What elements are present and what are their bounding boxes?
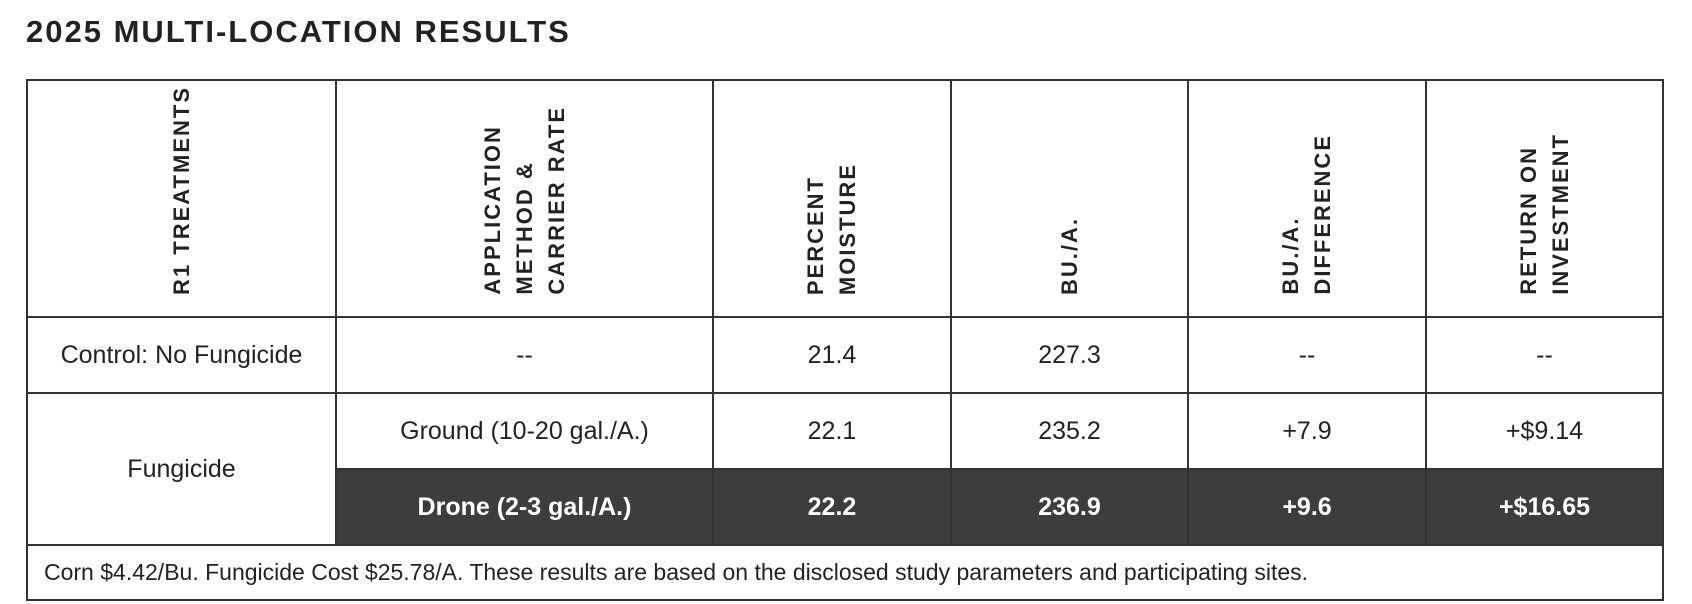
table-cell: +$9.14 bbox=[1425, 392, 1664, 470]
header-line: METHOD & bbox=[511, 161, 537, 295]
header-line: INVESTMENT bbox=[1547, 133, 1573, 295]
table-cell: 235.2 bbox=[950, 392, 1189, 470]
table-cell: +$16.65 bbox=[1425, 468, 1664, 546]
header-line: BU./A. bbox=[1056, 217, 1082, 295]
header-line: PERCENT bbox=[803, 175, 828, 295]
column-header: PERCENT MOISTURE bbox=[712, 79, 952, 318]
header-line: RETURN ON bbox=[1515, 146, 1541, 295]
table-cell: Control: No Fungicide bbox=[26, 316, 337, 394]
table-cell: 236.9 bbox=[950, 468, 1189, 546]
header-row: R1 TREATMENTS APPLICATION METHOD & CARRIER … bbox=[26, 79, 1664, 318]
column-header: APPLICATION METHOD & CARRIER RATE bbox=[335, 79, 714, 318]
table-cell: Fungicide bbox=[26, 392, 337, 546]
table-cell: 22.2 bbox=[712, 468, 952, 546]
header-text: APPLICATION METHOD & CARRIER RATE bbox=[477, 106, 573, 295]
table-row: Fungicide Ground (10-20 gal./A.) 22.1 235.2… bbox=[26, 392, 1664, 546]
title: 2025 MULTI-LOCATION RESULTS bbox=[26, 14, 571, 49]
header-line: BU./A. bbox=[1278, 217, 1303, 295]
table-cell: 22.1 bbox=[712, 392, 952, 470]
header-line: APPLICATION bbox=[479, 125, 505, 295]
column-header: BU./A. DIFFERENCE bbox=[1187, 79, 1427, 318]
note: Corn $4.42/Bu. Fungicide Cost $25.78/A. … bbox=[26, 544, 1664, 601]
table-cell: Drone (2-3 gal./A.) bbox=[335, 468, 714, 546]
table-cell: -- bbox=[1425, 316, 1664, 394]
header-text: BU./A. bbox=[1054, 217, 1086, 295]
table-cell: +7.9 bbox=[1187, 392, 1427, 470]
table-row: Control: No Fungicide -- 21.4 227.3 -- -- bbox=[26, 316, 1664, 394]
note-row: Corn $4.42/Bu. Fungicide Cost $25.78/A. … bbox=[26, 544, 1664, 601]
table-cell: +9.6 bbox=[1187, 468, 1427, 546]
table-cell: 21.4 bbox=[712, 316, 952, 394]
header-text: RETURN ON INVESTMENT bbox=[1513, 133, 1577, 295]
table-cell: -- bbox=[1187, 316, 1427, 394]
table-cell: -- bbox=[335, 316, 714, 394]
header-text: R1 TREATMENTS bbox=[166, 86, 198, 295]
column-header: R1 TREATMENTS bbox=[26, 79, 337, 318]
header-line: CARRIER RATE bbox=[543, 106, 569, 295]
column-header: BU./A. bbox=[950, 79, 1189, 318]
header-line: DIFFERENCE bbox=[1310, 134, 1335, 295]
column-header: RETURN ON INVESTMENT bbox=[1425, 79, 1664, 318]
header-text: PERCENT MOISTURE bbox=[800, 163, 864, 295]
table-cell: Ground (10-20 gal./A.) bbox=[335, 392, 714, 470]
header-line: MOISTURE bbox=[835, 162, 860, 295]
header-line: R1 TREATMENTS bbox=[168, 86, 194, 295]
results-table: R1 TREATMENTS APPLICATION METHOD & CARRIER … bbox=[26, 79, 1664, 601]
header-text: BU./A. DIFFERENCE bbox=[1275, 134, 1339, 295]
table-cell: 227.3 bbox=[950, 316, 1189, 394]
table-row: Drone (2-3 gal./A.) 22.2 236.9 +9.6 +$16.65 bbox=[27, 468, 1664, 546]
